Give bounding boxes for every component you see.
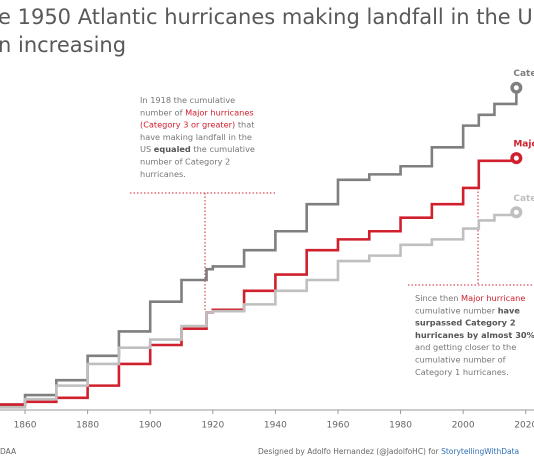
annotation-segment: cumulative number of: [415, 354, 507, 364]
annotation-segment: that: [235, 119, 255, 129]
footer-left: DAA: [0, 447, 17, 456]
x-tick-label: 2020: [514, 421, 534, 431]
annotation-text: hurricanes by almost 30%: [415, 329, 534, 339]
x-tick-label: 1980: [389, 421, 412, 431]
annotation-segment: equaled: [154, 144, 191, 154]
annotation-segment: US: [140, 144, 154, 154]
annotation-segment: (Category 3 or greater): [140, 119, 235, 129]
annotation-segment: In 1918 the cumulative: [140, 95, 235, 105]
annotation-text: Since then Major hurricane: [415, 293, 525, 303]
x-tick-label: 1900: [139, 421, 162, 431]
legend-label: Cate: [513, 69, 534, 79]
x-tick-label: 1940: [264, 421, 287, 431]
legend-label: Major Hurri: [513, 140, 534, 150]
annotation-text: US equaled the cumulative: [140, 144, 255, 154]
annotation-text: number of Major hurricanes: [140, 107, 254, 117]
annotation-text: number of Category 2: [140, 156, 230, 166]
footer-segment: Designed by Adolfo Hernandez (@JadolfoHC…: [258, 447, 441, 456]
x-tick-label: 1880: [76, 421, 99, 431]
chart-title: e 1950 Atlantic hurricanes making landfa…: [0, 5, 534, 29]
annotation-text: have making landfall in the: [140, 131, 252, 141]
annotation-text: cumulative number have: [415, 305, 520, 315]
annotation-segment: number of: [140, 107, 185, 117]
x-tick-label: 1920: [201, 421, 224, 431]
annotation-segment: cumulative number: [415, 305, 498, 315]
annotation-segment: and getting closer to the: [415, 342, 516, 352]
annotation-segment: have: [498, 305, 521, 315]
annotation-text: (Category 3 or greater) that: [140, 119, 255, 129]
annotation-segment: number of Category 2: [140, 156, 230, 166]
x-tick-label: 2000: [452, 421, 475, 431]
chart-title: n increasing: [0, 33, 126, 57]
series-line: [0, 212, 518, 409]
annotation-segment: Category 1 hurricanes.: [415, 366, 509, 376]
annotation-text: and getting closer to the: [415, 342, 516, 352]
end-marker-ring: [513, 155, 519, 161]
annotation-segment: surpassed Category 2: [415, 317, 516, 327]
footer: Designed by Adolfo Hernandez (@JadolfoHC…: [258, 447, 519, 456]
footer-segment: StorytellingWithData: [441, 447, 519, 456]
annotation-text: Category 1 hurricanes.: [415, 366, 509, 376]
end-marker-ring: [513, 85, 519, 91]
annotation-text: surpassed Category 2: [415, 317, 516, 327]
end-marker-ring: [513, 209, 519, 215]
annotation-text: hurricanes.: [140, 168, 186, 178]
annotation-segment: Major hurricanes: [185, 107, 254, 117]
annotation-segment: hurricanes.: [140, 168, 186, 178]
annotation-segment: Major hurricane: [461, 293, 525, 303]
annotation-segment: have making landfall in the: [140, 131, 252, 141]
annotation-segment: the cumulative: [191, 144, 255, 154]
annotation-segment: Since then: [415, 293, 461, 303]
annotation-text: cumulative number of: [415, 354, 507, 364]
x-tick-label: 1960: [327, 421, 350, 431]
annotation-text: In 1918 the cumulative: [140, 95, 235, 105]
legend-label: Cate: [513, 194, 534, 204]
annotation-segment: hurricanes by almost 30%: [415, 329, 534, 339]
series-line: [0, 158, 518, 406]
series-line: [0, 87, 518, 406]
x-tick-label: 1860: [14, 421, 37, 431]
